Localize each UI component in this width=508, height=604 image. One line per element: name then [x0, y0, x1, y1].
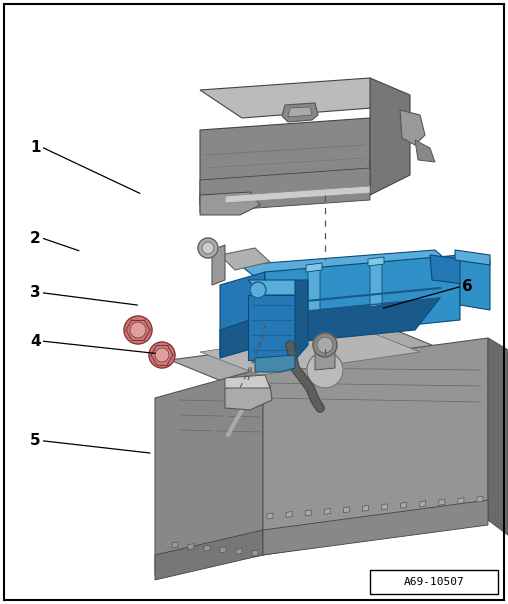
Polygon shape [267, 513, 273, 519]
Circle shape [250, 282, 266, 298]
Polygon shape [295, 280, 308, 360]
Circle shape [198, 238, 218, 258]
Polygon shape [200, 328, 420, 375]
Polygon shape [236, 548, 242, 554]
Circle shape [317, 337, 333, 353]
Polygon shape [282, 103, 318, 122]
Polygon shape [382, 504, 388, 510]
Circle shape [307, 352, 343, 388]
Polygon shape [155, 530, 263, 580]
Polygon shape [368, 257, 384, 266]
Polygon shape [343, 507, 350, 513]
Circle shape [149, 342, 175, 368]
Polygon shape [252, 550, 258, 556]
Polygon shape [439, 500, 445, 506]
Polygon shape [324, 509, 330, 515]
Polygon shape [420, 501, 426, 507]
Circle shape [124, 316, 152, 344]
Text: 4: 4 [30, 334, 41, 349]
Text: 6: 6 [462, 280, 473, 294]
Polygon shape [477, 496, 483, 502]
Circle shape [307, 352, 343, 388]
Polygon shape [220, 547, 226, 553]
Polygon shape [248, 295, 295, 360]
Polygon shape [286, 512, 292, 518]
Polygon shape [225, 375, 270, 388]
Circle shape [202, 242, 214, 254]
Polygon shape [220, 272, 265, 355]
Text: 1: 1 [30, 141, 41, 155]
Polygon shape [488, 338, 508, 535]
Polygon shape [255, 355, 295, 372]
Polygon shape [263, 500, 488, 555]
Text: 2: 2 [30, 231, 41, 246]
Polygon shape [400, 110, 425, 145]
Polygon shape [362, 506, 368, 512]
Polygon shape [263, 338, 488, 555]
Circle shape [130, 322, 146, 338]
Text: 3: 3 [30, 286, 41, 300]
Polygon shape [401, 503, 406, 509]
Polygon shape [415, 140, 435, 162]
Polygon shape [220, 298, 440, 358]
Polygon shape [200, 192, 260, 215]
Polygon shape [212, 245, 225, 285]
Text: A69-10507: A69-10507 [404, 577, 464, 587]
Polygon shape [225, 385, 272, 410]
Polygon shape [155, 368, 263, 575]
Polygon shape [288, 107, 312, 117]
Polygon shape [204, 545, 210, 551]
Polygon shape [188, 544, 194, 550]
Circle shape [155, 348, 169, 362]
Polygon shape [305, 510, 311, 516]
Polygon shape [370, 260, 382, 307]
Polygon shape [220, 248, 270, 270]
Polygon shape [370, 78, 410, 195]
Polygon shape [265, 255, 460, 340]
Bar [370, 570, 498, 594]
Polygon shape [170, 330, 488, 398]
Polygon shape [225, 186, 370, 203]
Polygon shape [458, 498, 464, 504]
Polygon shape [430, 255, 472, 285]
Polygon shape [455, 250, 490, 265]
Polygon shape [200, 78, 410, 118]
Polygon shape [306, 263, 322, 272]
Polygon shape [308, 266, 320, 312]
Polygon shape [248, 280, 308, 295]
Polygon shape [172, 542, 178, 548]
Polygon shape [200, 118, 370, 205]
Polygon shape [460, 255, 490, 310]
Polygon shape [200, 168, 370, 212]
Polygon shape [315, 345, 335, 370]
Text: 5: 5 [30, 434, 41, 448]
Circle shape [313, 333, 337, 357]
Polygon shape [240, 250, 460, 285]
